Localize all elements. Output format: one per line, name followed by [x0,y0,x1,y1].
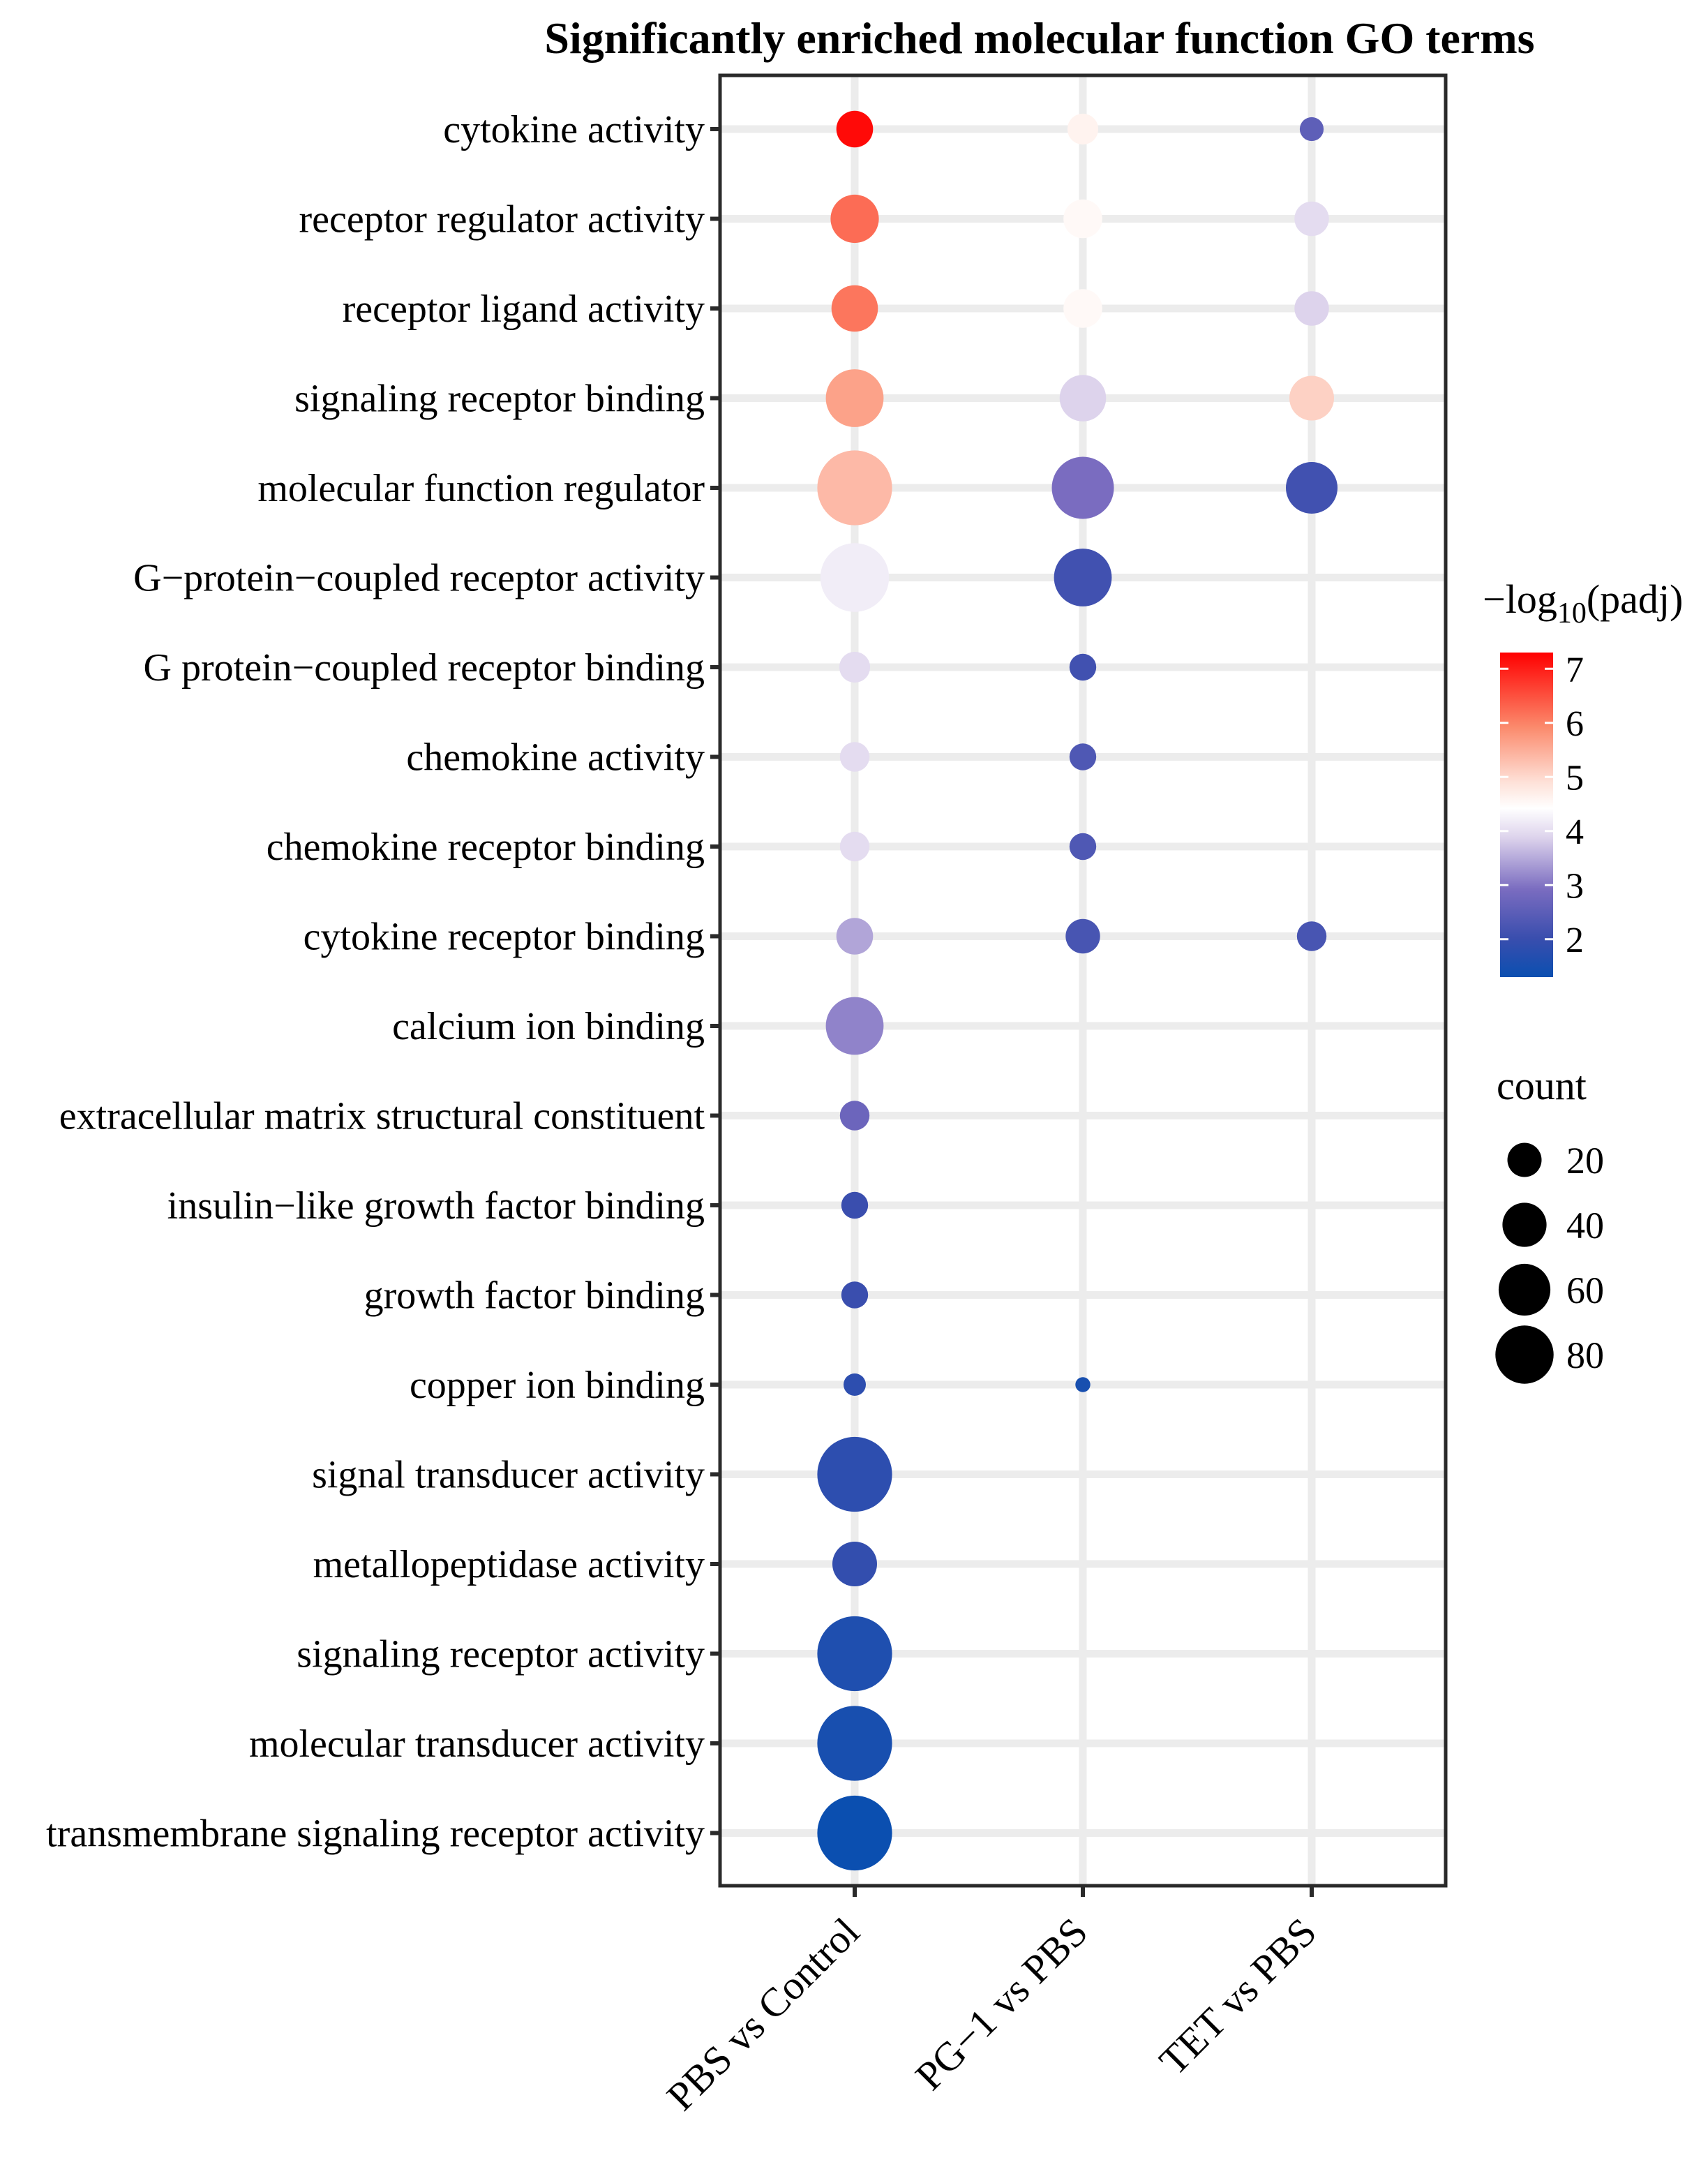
colorbar [1500,653,1553,977]
data-point [841,1281,869,1309]
data-point [839,1101,870,1131]
panel-grid [720,75,1446,1886]
y-tick-label: metallopeptidase activity [313,1543,705,1586]
data-point [817,450,892,526]
data-point [839,831,870,862]
colorbar-tick-label: 6 [1566,704,1584,744]
y-tick-label: extracellular matrix structural constitu… [59,1095,705,1138]
size-legend-label: 40 [1566,1205,1604,1246]
color-legend: −log10(padj) 7 6 5 4 3 2 [1483,576,1683,977]
size-legend-dot [1502,1202,1547,1247]
data-point [1067,113,1099,145]
y-tick-label: chemokine receptor binding [267,826,705,869]
data-point [836,110,874,148]
data-point [1296,921,1327,951]
data-point [1294,201,1329,237]
data-point [1069,653,1097,681]
data-point [1051,456,1114,519]
y-tick-label: G protein−coupled receptor binding [144,646,705,690]
data-point [825,997,884,1055]
y-axis: cytokine activity receptor regulator acti… [46,108,720,1856]
data-point [1069,833,1097,861]
data-point [817,1795,892,1871]
colorbar-tick-label: 4 [1566,812,1584,852]
y-tick-label: receptor regulator activity [299,198,705,241]
data-point [841,1191,869,1219]
data-point [1059,375,1107,422]
data-points [817,110,1338,1871]
color-legend-title-prefix: −log [1483,576,1557,622]
color-legend-title-subscript: 10 [1557,597,1587,630]
data-point [836,918,874,955]
y-tick-label: copper ion binding [410,1364,705,1407]
chart-title: Significantly enriched molecular functio… [544,13,1534,63]
x-tick-label: TET vs PBS [1151,1909,1325,2083]
y-tick-label: molecular transducer activity [249,1722,705,1766]
size-legend-dot [1495,1325,1554,1384]
size-legend-label: 80 [1566,1334,1604,1376]
data-point [817,1706,892,1781]
data-point [1069,743,1097,770]
colorbar-tick-label: 7 [1566,650,1584,690]
y-tick-label: cytokine receptor binding [304,916,705,959]
y-tick-label: chemokine activity [406,736,705,780]
x-tick-label: PBS vs Control [658,1909,868,2119]
data-point [830,194,879,244]
data-point [831,285,878,332]
x-tick-label: PG−1 vs PBS [906,1909,1096,2099]
y-tick-label: insulin−like growth factor binding [167,1184,705,1228]
colorbar-tick-label: 2 [1566,921,1584,960]
size-legend: count 20 40 60 80 [1495,1063,1604,1384]
data-point [1075,1377,1091,1392]
colorbar-tick-label: 3 [1566,866,1584,906]
data-point [820,543,890,612]
data-point [832,1542,877,1586]
data-point [817,1436,892,1512]
size-legend-label: 20 [1566,1140,1604,1182]
data-point [839,742,870,772]
colorbar-ticks: 7 6 5 4 3 2 [1500,650,1584,960]
data-point [839,651,871,683]
size-legend-dot [1498,1263,1551,1316]
data-point [1286,462,1338,514]
data-point [1065,918,1100,954]
size-legend-label: 60 [1566,1269,1604,1311]
size-legend-dot [1507,1142,1542,1177]
data-point [1299,117,1324,142]
y-tick-label: transmembrane signaling receptor activit… [46,1812,705,1856]
data-point [1289,375,1334,421]
data-point [1054,549,1112,606]
data-point [1063,289,1102,328]
y-tick-label: cytokine activity [443,108,705,151]
colorbar-tick-label: 5 [1566,758,1584,798]
y-tick-label: signaling receptor activity [297,1633,705,1676]
data-point [1063,199,1102,239]
y-tick-label: growth factor binding [364,1274,705,1318]
color-legend-title-suffix: (padj) [1587,576,1684,622]
y-tick-label: signal transducer activity [312,1454,705,1497]
size-legend-items: 20 40 60 80 [1495,1140,1604,1384]
data-point [1294,291,1329,326]
size-legend-title: count [1497,1063,1587,1108]
data-point [817,1616,892,1692]
x-axis: PBS vs Control PG−1 vs PBS TET vs PBS [658,1886,1325,2119]
y-tick-label: G−protein−coupled receptor activity [133,557,705,600]
data-point [844,1373,866,1396]
color-legend-title: −log10(padj) [1483,576,1683,630]
y-tick-label: calcium ion binding [392,1005,705,1048]
y-tick-label: receptor ligand activity [343,288,705,331]
y-tick-label: signaling receptor binding [294,378,705,421]
y-tick-label: molecular function regulator [257,467,705,510]
data-point [825,369,884,427]
